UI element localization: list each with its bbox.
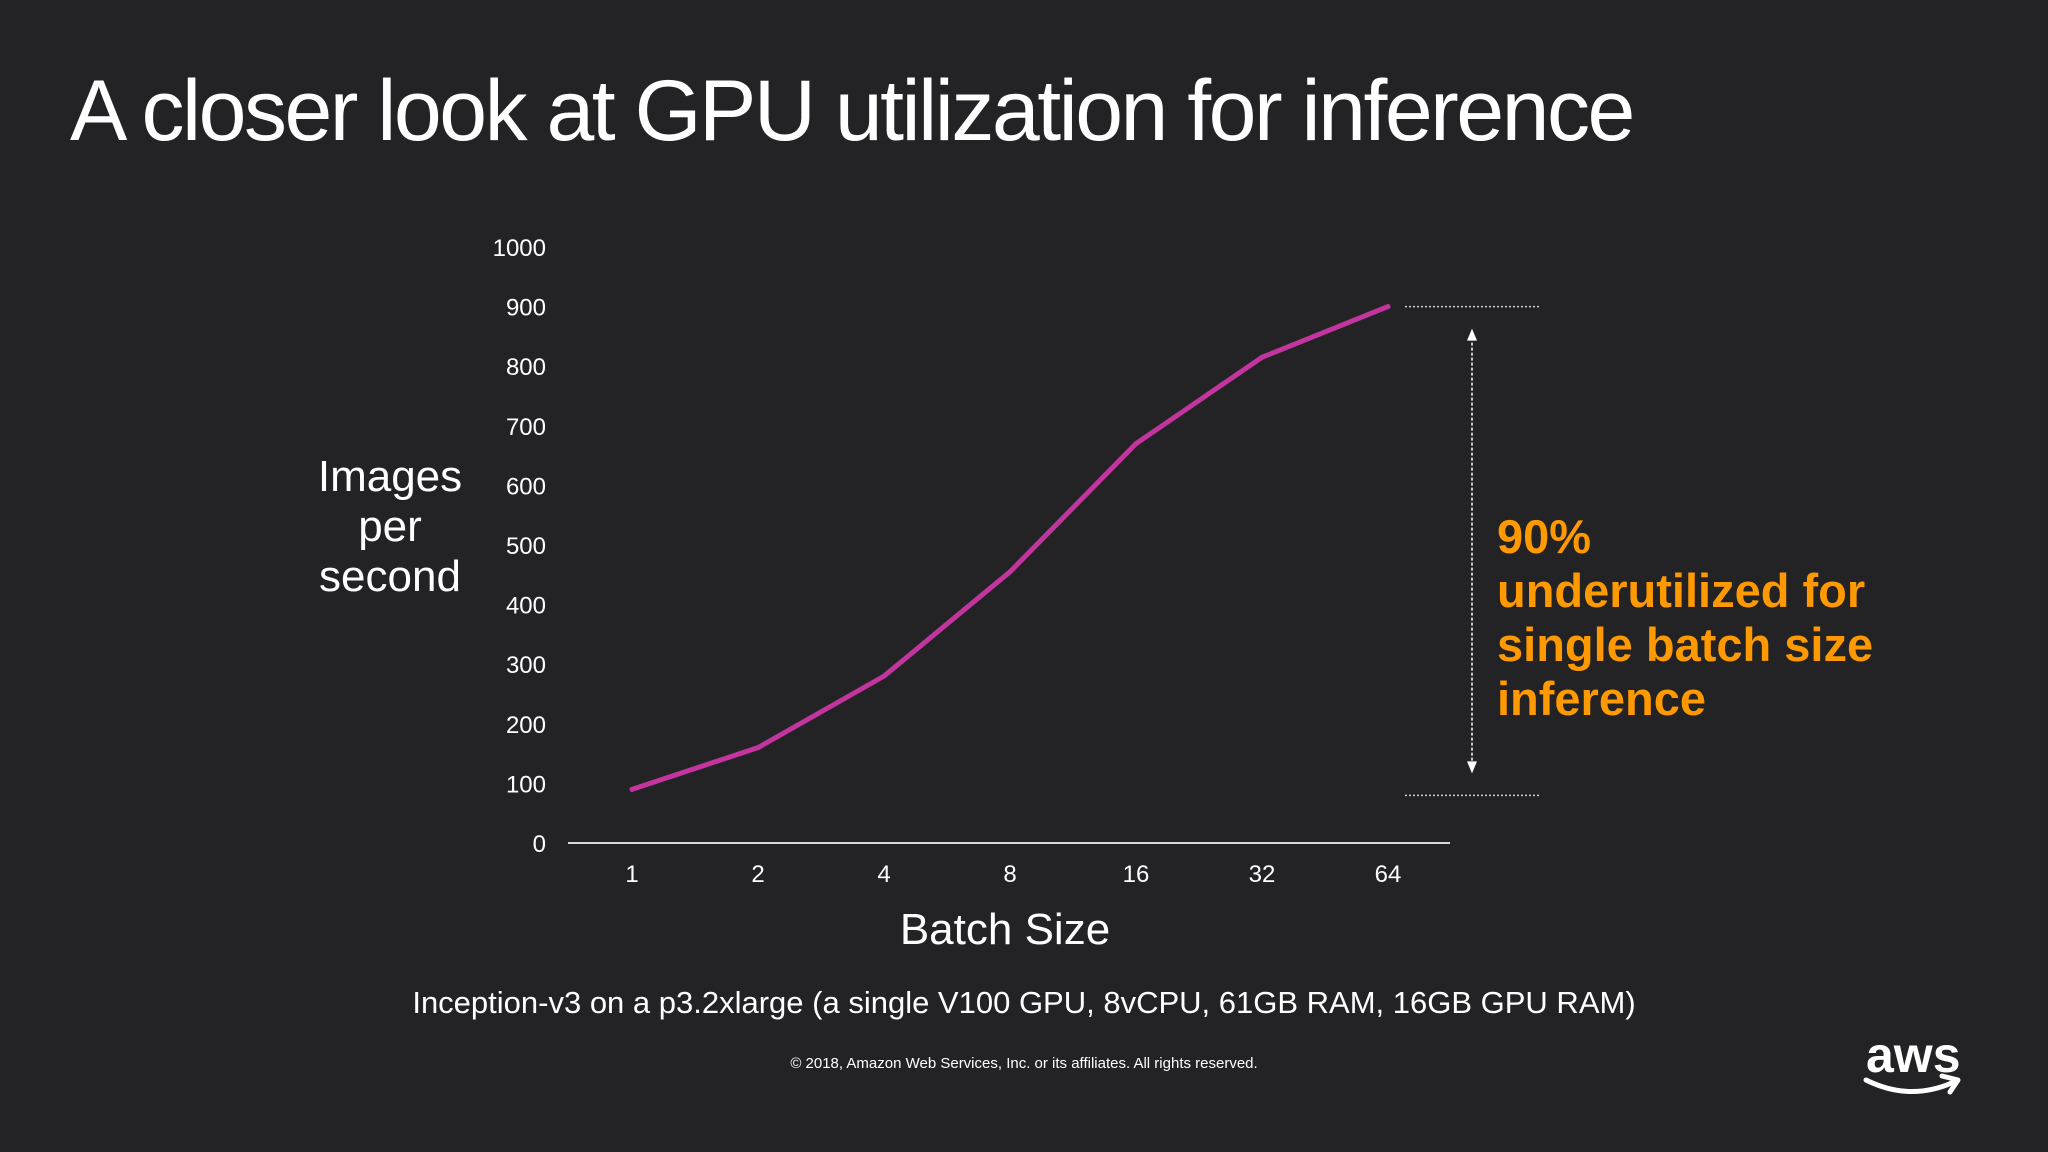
data-point bbox=[755, 745, 761, 751]
y-tick-label: 400 bbox=[506, 593, 546, 620]
x-tick-label: 32 bbox=[1249, 861, 1276, 888]
aws-smile-icon bbox=[1863, 1073, 1961, 1095]
data-point bbox=[1385, 304, 1391, 310]
underutilization-annotation: 90% underutilized for single batch size … bbox=[1497, 510, 2017, 726]
chart-caption: Inception-v3 on a p3.2xlarge (a single V… bbox=[412, 985, 1636, 1020]
y-tick-label: 200 bbox=[506, 712, 546, 739]
y-tick-label: 800 bbox=[506, 354, 546, 381]
annotation-line-4: inference bbox=[1497, 672, 1706, 725]
y-axis-label-line-3: second bbox=[319, 552, 461, 601]
aws-logo: aws bbox=[1862, 1027, 1982, 1110]
x-tick-label: 16 bbox=[1123, 861, 1150, 888]
data-point bbox=[1133, 441, 1139, 447]
x-tick-label: 1 bbox=[625, 861, 638, 888]
x-tick-label: 4 bbox=[877, 861, 890, 888]
y-tick-label: 500 bbox=[506, 533, 546, 560]
x-tick-label: 8 bbox=[1003, 861, 1016, 888]
annotation-line-2: underutilized for bbox=[1497, 564, 1866, 617]
y-axis-label-line-2: per bbox=[358, 502, 422, 551]
annotation-line-1: 90% bbox=[1497, 510, 1592, 563]
slide-title: A closer look at GPU utilization for inf… bbox=[70, 63, 1635, 159]
y-tick-label: 100 bbox=[506, 771, 546, 798]
annotation-line-3: single batch size bbox=[1497, 618, 1874, 671]
y-axis-label: Images per second bbox=[280, 452, 500, 602]
data-point bbox=[1259, 354, 1265, 360]
y-axis-label-line-1: Images bbox=[317, 452, 463, 501]
aws-logo-text: aws bbox=[1866, 1027, 1961, 1083]
x-tick-label: 2 bbox=[751, 861, 764, 888]
series-line bbox=[629, 304, 1391, 792]
y-tick-label: 0 bbox=[533, 831, 546, 858]
data-point bbox=[629, 786, 635, 792]
y-tick-label: 900 bbox=[506, 295, 546, 322]
y-tick-label: 700 bbox=[506, 414, 546, 441]
data-point bbox=[881, 673, 887, 679]
x-axis-label: Batch Size bbox=[899, 905, 1111, 954]
y-tick-label: 300 bbox=[506, 652, 546, 679]
copyright-notice: © 2018, Amazon Web Services, Inc. or its… bbox=[790, 1055, 1258, 1072]
y-tick-label: 1000 bbox=[493, 235, 546, 262]
y-tick-label: 600 bbox=[506, 473, 546, 500]
data-point bbox=[1007, 569, 1013, 575]
x-tick-label: 64 bbox=[1375, 861, 1402, 888]
range-arrow-down-icon bbox=[1467, 761, 1477, 774]
range-arrow-up-icon bbox=[1467, 328, 1477, 341]
